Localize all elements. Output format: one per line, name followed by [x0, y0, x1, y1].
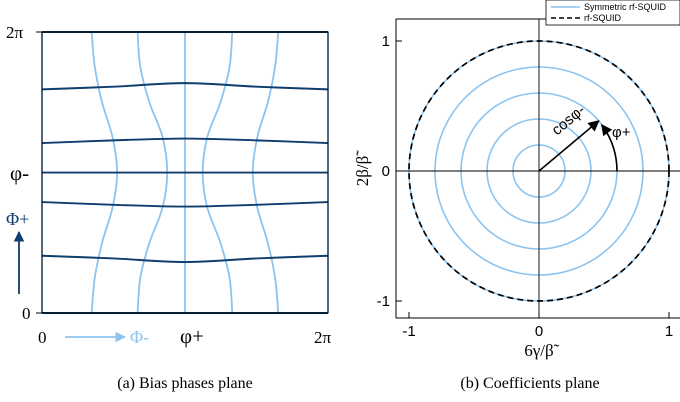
panel-a-frame — [41, 31, 329, 314]
panel-a-y-arrow-label: Φ+ — [6, 209, 29, 229]
panel-b-xtick-label-2: 1 — [665, 323, 673, 340]
panel-b-ytick-label-2: 1 — [382, 33, 390, 50]
panel-a-xlabel: φ+ — [180, 324, 204, 348]
panel-b-ytick-label-1: 0 — [382, 163, 390, 180]
panel-b-caption: (b) Coefficients plane — [460, 375, 599, 392]
panel-a-xtick-label-left: 0 — [38, 328, 47, 347]
dark-contour-9 — [41, 201, 329, 208]
legend-label-symmetric: Symmetric rf-SQUID — [584, 2, 666, 12]
panel-b-angle-arc — [601, 123, 618, 172]
panel-a-caption: (a) Bias phases plane — [117, 375, 253, 392]
dark-contour-11 — [41, 137, 329, 144]
panel-b-xlabel: 6γ/β̃ — [524, 341, 559, 360]
dark-contour-12 — [41, 82, 329, 91]
panel-a-ylabel: φ- — [10, 161, 29, 185]
panel-b-vector-arrow — [538, 120, 600, 172]
panel-b-arc-label: φ+ — [612, 124, 631, 141]
panel-a-bias-phases-plane: 2π 0 φ- Φ+ 0 2π φ+ Φ- (a) Bias phases pl… — [6, 23, 332, 392]
legend-label-rf: rf-SQUID — [584, 13, 621, 23]
panel-a-xtick-label-right: 2π — [314, 328, 332, 347]
panel-a-ytick-label-top: 2π — [6, 23, 24, 42]
panel-a-ytick-label-bottom: 0 — [22, 304, 31, 323]
dark-contour-8 — [41, 254, 329, 263]
panel-a-contours — [41, 31, 329, 314]
panel-b-ticks: -1 0 1 -1 0 1 — [377, 33, 674, 340]
panel-a-x-arrow-label: Φ- — [130, 327, 149, 347]
legend: Symmetric rf-SQUID rf-SQUID — [545, 0, 680, 26]
panel-b-xtick-label-1: 0 — [535, 323, 543, 340]
panel-b-xtick-label-0: -1 — [402, 323, 415, 340]
legend-box — [545, 0, 680, 26]
panel-b-coefficients-plane: -1 0 1-101 2β/β̃ 6γ/β̃ cosφ- φ+ Symmetric … — [353, 0, 680, 392]
panel-b-ylabel: 2β/β̃ — [353, 150, 372, 187]
panel-b-ytick-label-0: -1 — [377, 293, 390, 310]
